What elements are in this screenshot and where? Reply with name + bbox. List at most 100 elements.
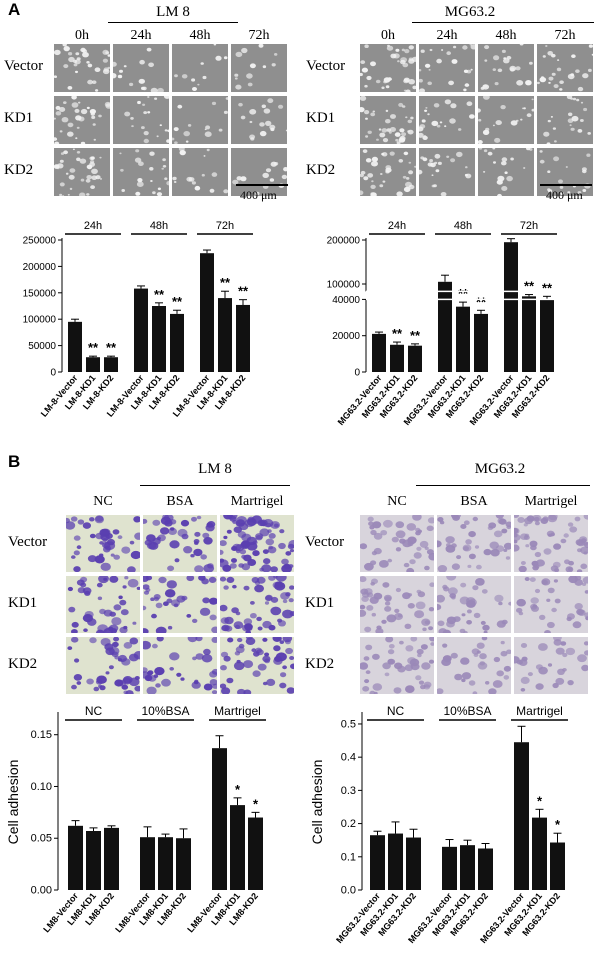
row-label: KD2 xyxy=(4,162,34,178)
lm8-title-b: LM 8 xyxy=(198,461,232,477)
group-label: NC xyxy=(387,704,405,718)
bar xyxy=(540,299,554,372)
significance-mark: * xyxy=(235,782,241,797)
micrograph-image xyxy=(113,44,169,92)
micrograph-image xyxy=(143,515,217,572)
row-label: KD1 xyxy=(305,594,335,611)
y-tick-label: 100000 xyxy=(327,280,361,291)
y-tick-label: 0.15 xyxy=(31,729,52,741)
bar xyxy=(442,846,457,890)
micrograph-image xyxy=(172,96,228,144)
bar xyxy=(406,837,421,890)
panel-label-a: A xyxy=(8,0,21,19)
micrograph-image xyxy=(360,637,434,694)
bar xyxy=(68,321,82,372)
micrograph-image xyxy=(143,637,217,694)
micrograph-image xyxy=(437,637,511,694)
bar xyxy=(86,357,100,372)
bar xyxy=(408,345,422,372)
micrograph-image xyxy=(231,148,287,196)
y-tick-label: 0 xyxy=(354,368,360,379)
row-label: Vector xyxy=(4,58,44,74)
bar xyxy=(390,344,404,372)
micrograph-image xyxy=(478,148,534,196)
significance-mark: ** xyxy=(392,326,403,341)
micrograph-image xyxy=(113,148,169,196)
row-label: KD1 xyxy=(306,110,336,126)
column-header: 24h xyxy=(436,28,458,43)
column-header: 48h xyxy=(495,28,517,43)
bar xyxy=(134,288,148,372)
column-header: Martrigel xyxy=(230,494,284,509)
y-tick-label: 250000 xyxy=(23,236,57,247)
bar xyxy=(236,304,250,372)
bar xyxy=(230,805,245,890)
significance-mark: ** xyxy=(410,328,421,343)
micrograph-image xyxy=(220,515,294,572)
micrograph-image xyxy=(537,96,593,144)
row-label: Vector xyxy=(8,533,48,550)
bar xyxy=(248,817,263,890)
micrograph-image xyxy=(54,148,110,196)
bar xyxy=(158,837,173,890)
significance-mark: ** xyxy=(476,294,487,309)
bar xyxy=(532,817,547,890)
y-axis-label: Cell adhesion xyxy=(5,760,21,845)
significance-mark: ** xyxy=(106,340,117,355)
column-header: 0h xyxy=(75,28,89,43)
micrograph-image xyxy=(113,96,169,144)
column-header: 0h xyxy=(381,28,395,43)
group-label: 72h xyxy=(520,220,538,232)
group-label: 24h xyxy=(388,220,406,232)
micrograph-image xyxy=(360,515,434,572)
lm8-title-a: LM 8 xyxy=(156,4,190,20)
micrograph-image xyxy=(419,96,475,144)
bar xyxy=(170,313,184,372)
micrograph-image xyxy=(537,148,593,196)
row-label: KD2 xyxy=(306,162,336,178)
micrograph-image xyxy=(360,148,416,196)
row-label: KD1 xyxy=(4,110,34,126)
row-label: KD2 xyxy=(305,655,335,672)
micrograph-image xyxy=(66,515,140,572)
micrograph-image xyxy=(478,96,534,144)
micrograph-image xyxy=(514,637,588,694)
bar xyxy=(86,830,101,890)
y-tick-label: 200000 xyxy=(23,262,57,273)
group-label: 24h xyxy=(84,220,102,232)
y-tick-label: 0.4 xyxy=(341,752,356,764)
bar xyxy=(522,296,536,372)
y-tick-label: 100000 xyxy=(23,315,57,326)
bar xyxy=(550,842,565,890)
column-header: 72h xyxy=(248,28,270,43)
micrograph-image xyxy=(66,637,140,694)
micrograph-image xyxy=(231,96,287,144)
bar xyxy=(460,845,475,890)
y-tick-label: 200000 xyxy=(327,236,361,247)
significance-mark: * xyxy=(253,796,259,811)
lm8-title-line-a xyxy=(108,22,238,23)
micrograph-image xyxy=(419,148,475,196)
micrograph-image xyxy=(172,148,228,196)
bar xyxy=(200,253,214,372)
y-tick-label: 0.10 xyxy=(31,781,52,793)
mg-title-line-b xyxy=(416,485,590,486)
micrograph-image xyxy=(360,576,434,633)
y-axis-label: Cell adhesion xyxy=(309,760,325,845)
row-label: Vector xyxy=(306,58,346,74)
micrograph-image xyxy=(54,44,110,92)
column-header: BSA xyxy=(166,494,194,509)
mg-title-a: MG63.2 xyxy=(444,4,496,20)
y-tick-label: 0.05 xyxy=(31,833,52,845)
y-tick-label: 0 xyxy=(50,368,56,379)
y-tick-label: 0.00 xyxy=(31,885,52,897)
bar xyxy=(140,837,155,890)
column-header: 24h xyxy=(130,28,152,43)
y-tick-label: 0.1 xyxy=(341,851,356,863)
significance-mark: ** xyxy=(542,280,553,295)
micrograph-image xyxy=(231,44,287,92)
significance-mark: ** xyxy=(238,284,249,299)
bar xyxy=(104,357,118,372)
lm8-scale-label: 400 μm xyxy=(240,188,277,202)
